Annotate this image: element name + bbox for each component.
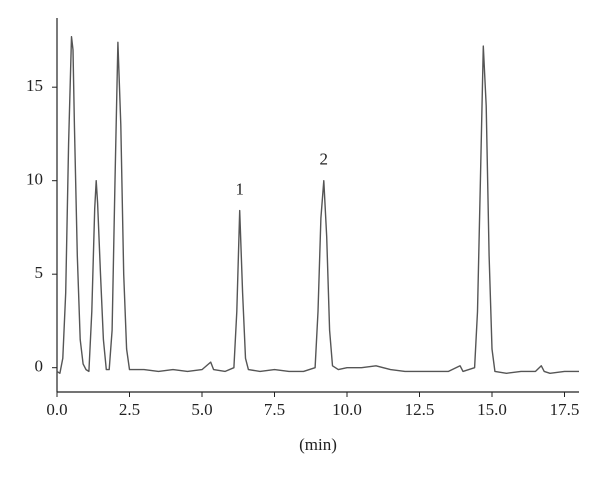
x-tick-label: 17.5 <box>550 400 580 419</box>
x-tick-label: 2.5 <box>119 400 140 419</box>
x-tick-label: 10.0 <box>332 400 362 419</box>
y-tick-label: 15 <box>26 76 43 95</box>
y-tick-label: 0 <box>35 357 44 376</box>
x-tick-label: 15.0 <box>477 400 507 419</box>
x-tick-label: 0.0 <box>46 400 67 419</box>
y-tick-label: 10 <box>26 170 43 189</box>
peak-label: 2 <box>320 150 329 169</box>
signal-line <box>56 36 579 374</box>
peak-label: 1 <box>235 180 244 199</box>
x-tick-label: 12.5 <box>405 400 435 419</box>
x-tick-label: 7.5 <box>264 400 285 419</box>
x-axis-label: (min) <box>299 435 337 454</box>
x-tick-label: 5.0 <box>191 400 212 419</box>
y-tick-label: 5 <box>35 263 44 282</box>
